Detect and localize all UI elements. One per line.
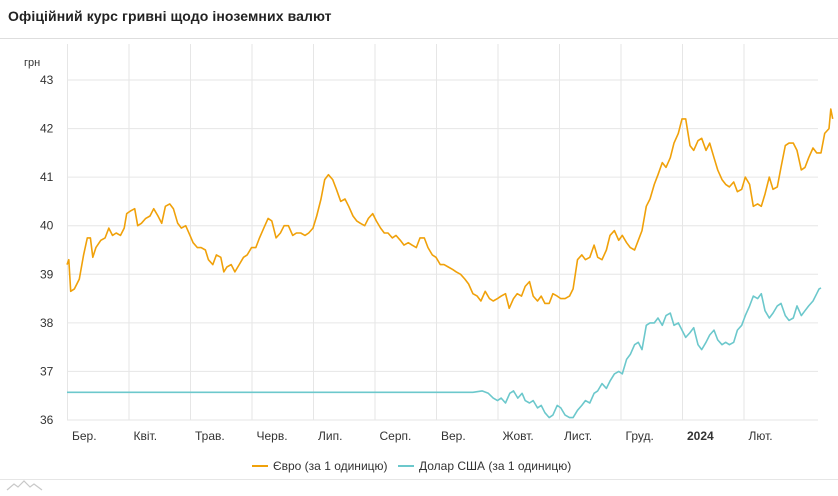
mountain-logo-icon xyxy=(6,478,50,496)
legend-item-0[interactable]: Євро (за 1 одиницю) xyxy=(252,459,388,473)
y-axis-ticks: 36 37 38 39 40 41 42 43 xyxy=(40,73,54,427)
x-tick-label: Бер. xyxy=(72,429,97,443)
x-tick-label: Жовт. xyxy=(503,429,534,443)
x-axis-ticks: Бер. Квіт. Трав. Черв. Лип. Серп. Вер. Жовт. Лис… xyxy=(72,429,773,443)
x-tick-label: Квіт. xyxy=(134,429,158,443)
y-tick-label: 37 xyxy=(40,364,54,378)
page-title: Офіційний курс гривні щодо іноземних вал… xyxy=(8,8,332,24)
x-tick-label: Серп. xyxy=(380,429,412,443)
y-tick-label: 41 xyxy=(40,170,54,184)
footer-divider xyxy=(0,479,838,480)
header-bar: Офіційний курс гривні щодо іноземних вал… xyxy=(0,0,838,39)
series-line-1 xyxy=(67,287,822,419)
x-tick-label: Груд. xyxy=(626,429,654,443)
y-tick-label: 36 xyxy=(40,413,54,427)
y-tick-label: 38 xyxy=(40,316,54,330)
legend-label: Долар США (за 1 одиницю) xyxy=(419,459,571,473)
x-tick-label: Лист. xyxy=(564,429,592,443)
x-tick-label: Трав. xyxy=(195,429,225,443)
line-chart: грн 36 37 38 39 40 41 42 43 Бер. Квіт. Трав. Черв.… xyxy=(24,44,834,473)
y-tick-label: 42 xyxy=(40,122,54,136)
x-tick-label: Лют. xyxy=(749,429,773,443)
x-tick-label: 2024 xyxy=(687,429,714,443)
y-axis-label: грн xyxy=(24,57,40,69)
x-tick-label: Черв. xyxy=(257,429,288,443)
x-tick-label: Вер. xyxy=(441,429,466,443)
series-line-0 xyxy=(66,108,834,310)
legend-label: Євро (за 1 одиницю) xyxy=(273,459,388,473)
legend[interactable]: Євро (за 1 одиницю) Долар США (за 1 одини… xyxy=(252,459,571,473)
legend-item-1[interactable]: Долар США (за 1 одиницю) xyxy=(398,459,571,473)
y-tick-label: 39 xyxy=(40,267,54,281)
y-tick-label: 43 xyxy=(40,73,54,87)
series-lines xyxy=(66,108,834,419)
gridlines xyxy=(67,44,818,421)
y-tick-label: 40 xyxy=(40,219,54,233)
x-tick-label: Лип. xyxy=(318,429,342,443)
